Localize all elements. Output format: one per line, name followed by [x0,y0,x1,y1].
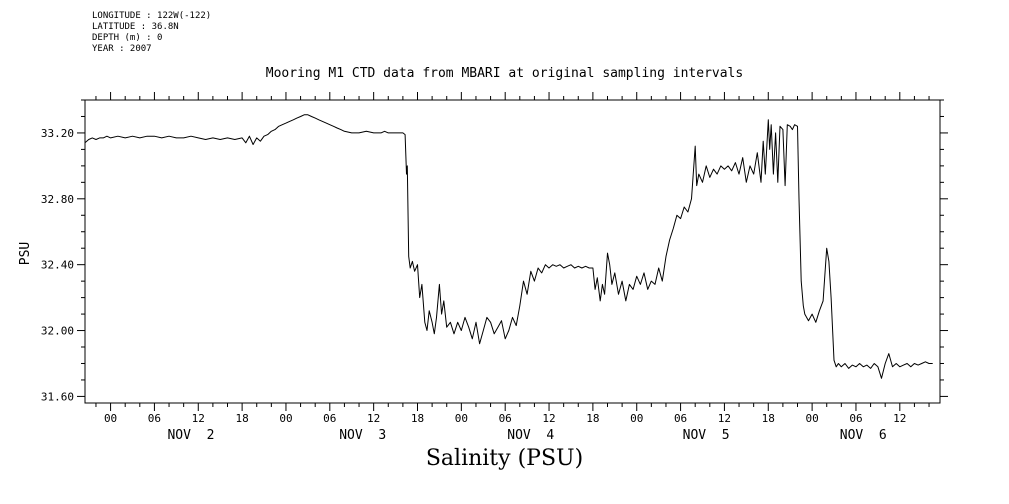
x-tick-label: 06 [674,412,687,425]
x-tick-label: 06 [148,412,161,425]
y-tick-label: 32.00 [41,325,74,338]
x-tick-label: 00 [805,412,818,425]
day-label: NOV 2 [167,428,214,443]
x-tick-label: 06 [323,412,336,425]
x-tick-label: 12 [718,412,731,425]
y-tick-label: 32.80 [41,193,74,206]
plot-frame [84,99,941,404]
x-tick-label: 12 [542,412,555,425]
x-tick-label: 00 [279,412,292,425]
x-tick-label: 06 [499,412,512,425]
salinity-line [84,114,933,379]
chart-title: Mooring M1 CTD data from MBARI at origin… [265,66,744,81]
x-tick-label: 12 [367,412,380,425]
y-axis-label: PSU [18,241,34,266]
x-tick-label: 18 [235,412,248,425]
day-label: NOV 6 [840,428,887,443]
meta-depth: DEPTH (m) : 0 [92,33,163,43]
meta-longitude: LONGITUDE : 122W(-122) [92,11,212,21]
x-tick-label: 00 [104,412,117,425]
x-axis-label: Salinity (PSU) [425,446,584,471]
x-tick-label: 18 [411,412,424,425]
day-label: NOV 5 [683,428,730,443]
x-tick-label: 18 [586,412,599,425]
y-tick-label: 33.20 [41,127,74,140]
x-tick-label: 00 [455,412,468,425]
metadata-block: LONGITUDE : 122W(-122) LATITUDE : 36.8N … [92,11,211,55]
meta-year: YEAR : 2007 [92,44,152,54]
x-tick-label: 12 [192,412,205,425]
x-tick-label: 06 [849,412,862,425]
x-tick-label: 12 [893,412,906,425]
y-tick-label: 31.60 [41,390,74,403]
day-label: NOV 3 [339,428,386,443]
y-tick-label: 32.40 [41,259,74,272]
x-tick-label: 18 [762,412,775,425]
x-tick-label: 00 [630,412,643,425]
meta-latitude: LATITUDE : 36.8N [92,22,179,32]
day-label: NOV 4 [507,428,554,443]
